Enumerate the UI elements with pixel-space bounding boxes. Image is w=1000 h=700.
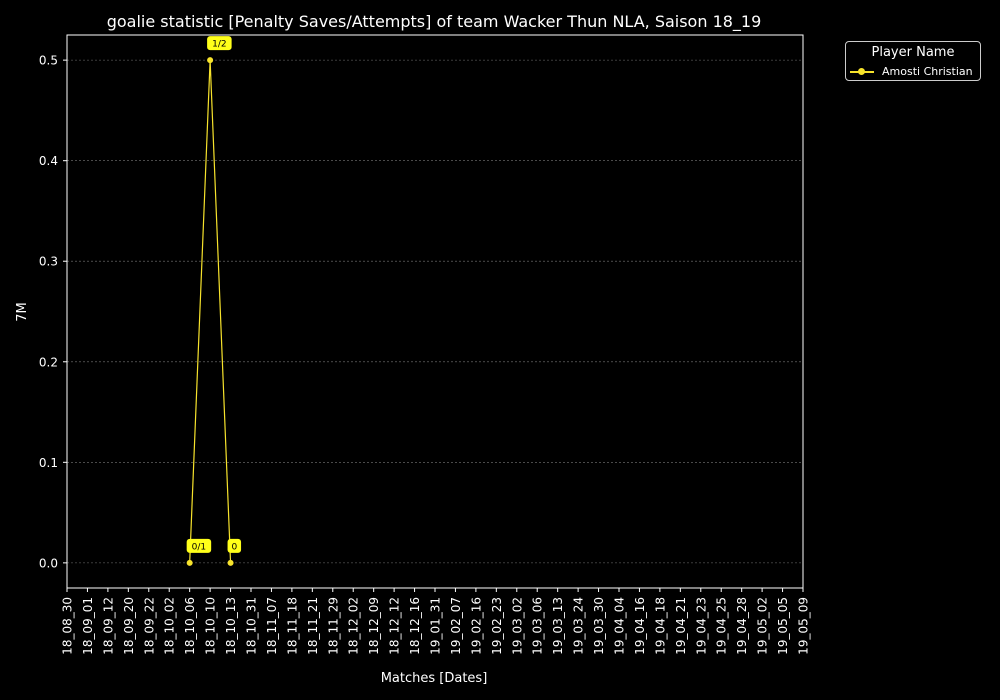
x-tick-label: 19_05_02 <box>756 597 770 655</box>
x-tick-label: 19_03_24 <box>572 597 586 655</box>
x-tick-label: 19_04_23 <box>694 597 708 655</box>
x-tick-label: 19_03_30 <box>592 597 606 655</box>
legend-dot-marker <box>858 68 865 75</box>
x-tick-label: 18_10_10 <box>204 597 218 655</box>
grid-layer <box>67 59 803 564</box>
x-tick-label: 18_08_30 <box>61 597 75 655</box>
chart-title: goalie statistic [Penalty Saves/Attempts… <box>107 12 762 32</box>
x-tick-label: 18_12_02 <box>347 597 361 655</box>
x-tick-label: 19_03_13 <box>551 597 565 655</box>
x-tick-label: 18_09_01 <box>81 597 95 655</box>
x-tick-label: 19_03_02 <box>510 597 524 655</box>
x-tick-label: 19_05_05 <box>776 597 790 655</box>
x-tick-label: 19_02_16 <box>469 597 483 655</box>
data-label-box <box>186 538 212 553</box>
x-tick-label: 19_04_28 <box>735 597 749 655</box>
x-tick-label: 18_09_20 <box>122 597 136 655</box>
x-tick-label: 19_02_07 <box>449 597 463 655</box>
y-tick-label: 0.3 <box>39 255 58 269</box>
x-tick-label: 18_10_06 <box>183 597 197 655</box>
x-axis-ticks: 18_08_30 18_09_01 18_09_12 18_09_20 18_09_22… <box>61 588 811 655</box>
data-label: 0 <box>231 542 237 552</box>
y-axis-label: 7M <box>15 302 30 322</box>
y-tick-label: 0.4 <box>39 154 58 168</box>
x-tick-label: 18_11_18 <box>285 597 299 655</box>
x-tick-label: 18_12_09 <box>367 597 381 655</box>
series-layer: 0/1 1/2 0 <box>186 36 242 566</box>
x-tick-label: 18_12_16 <box>408 597 422 655</box>
data-label-box <box>227 538 242 553</box>
data-point <box>186 559 193 566</box>
x-axis-label: Matches [Dates] <box>381 671 488 686</box>
y-tick-label: 0.5 <box>39 54 58 68</box>
data-label: 1/2 <box>212 40 226 50</box>
x-tick-label: 19_04_04 <box>613 597 627 655</box>
y-tick-label: 0.1 <box>39 456 58 470</box>
x-tick-label: 19_01_31 <box>429 597 443 655</box>
x-tick-label: 19_04_18 <box>653 597 667 655</box>
x-tick-label: 18_09_12 <box>101 597 115 655</box>
x-tick-label: 19_04_16 <box>633 597 647 655</box>
x-tick-label: 19_02_23 <box>490 597 504 655</box>
x-tick-label: 19_04_21 <box>674 597 688 655</box>
x-tick-label: 18_10_02 <box>163 597 177 655</box>
data-label-box <box>207 36 232 51</box>
y-tick-label: 0.2 <box>39 355 58 369</box>
x-tick-label: 19_03_06 <box>531 597 545 655</box>
x-tick-label: 18_10_31 <box>245 597 259 655</box>
y-tick-label: 0.0 <box>39 556 58 570</box>
data-point <box>227 559 234 566</box>
data-label: 0/1 <box>192 542 206 552</box>
legend-series-label: Amosti Christian <box>882 65 973 78</box>
series-line <box>189 60 232 563</box>
x-tick-label: 18_09_22 <box>142 597 156 655</box>
x-tick-label: 18_11_21 <box>306 597 320 655</box>
x-tick-label: 18_10_13 <box>224 597 238 655</box>
legend: Player Name Amosti Christian <box>845 41 981 81</box>
x-tick-label: 18_12_12 <box>388 597 402 655</box>
x-tick-label: 18_11_29 <box>326 597 340 655</box>
x-tick-label: 19_05_09 <box>797 597 811 655</box>
x-tick-label: 18_11_07 <box>265 597 279 655</box>
data-point <box>207 57 214 64</box>
legend-title: Player Name <box>871 45 955 60</box>
y-axis-ticks: 0.0 0.1 0.2 0.3 0.4 0.5 <box>39 54 67 570</box>
x-tick-label: 19_04_25 <box>715 597 729 655</box>
plot-frame <box>66 34 804 589</box>
